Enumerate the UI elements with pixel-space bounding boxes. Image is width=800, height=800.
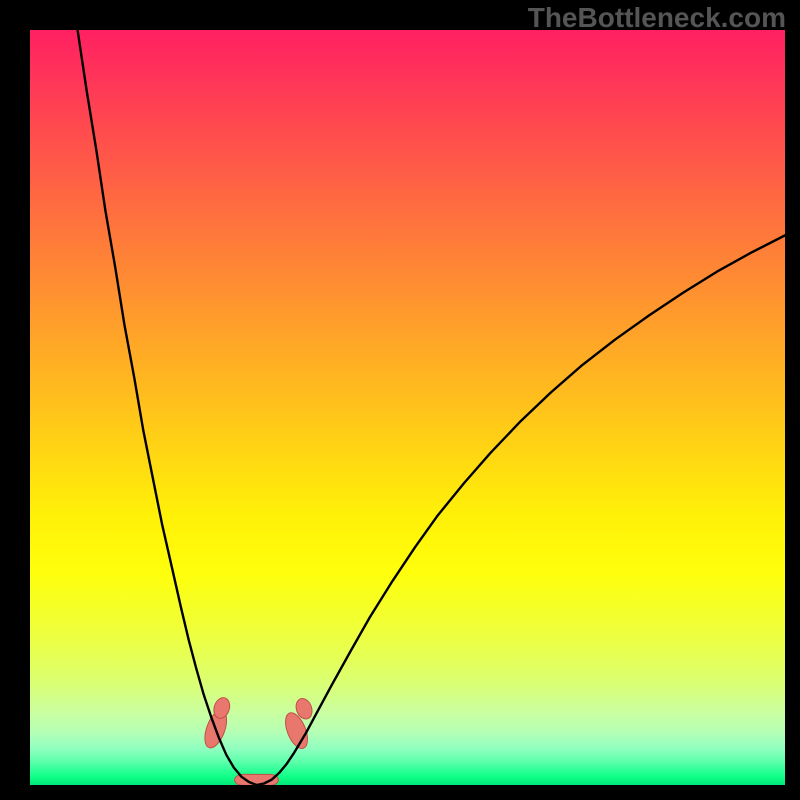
curve-layer	[30, 30, 785, 785]
chart-canvas: TheBottleneck.com	[0, 0, 800, 800]
bottleneck-curve-right	[257, 235, 786, 785]
watermark-text: TheBottleneck.com	[528, 2, 786, 34]
bottleneck-curve-left	[78, 30, 257, 785]
markers-group	[201, 696, 315, 785]
plot-area	[30, 30, 785, 785]
